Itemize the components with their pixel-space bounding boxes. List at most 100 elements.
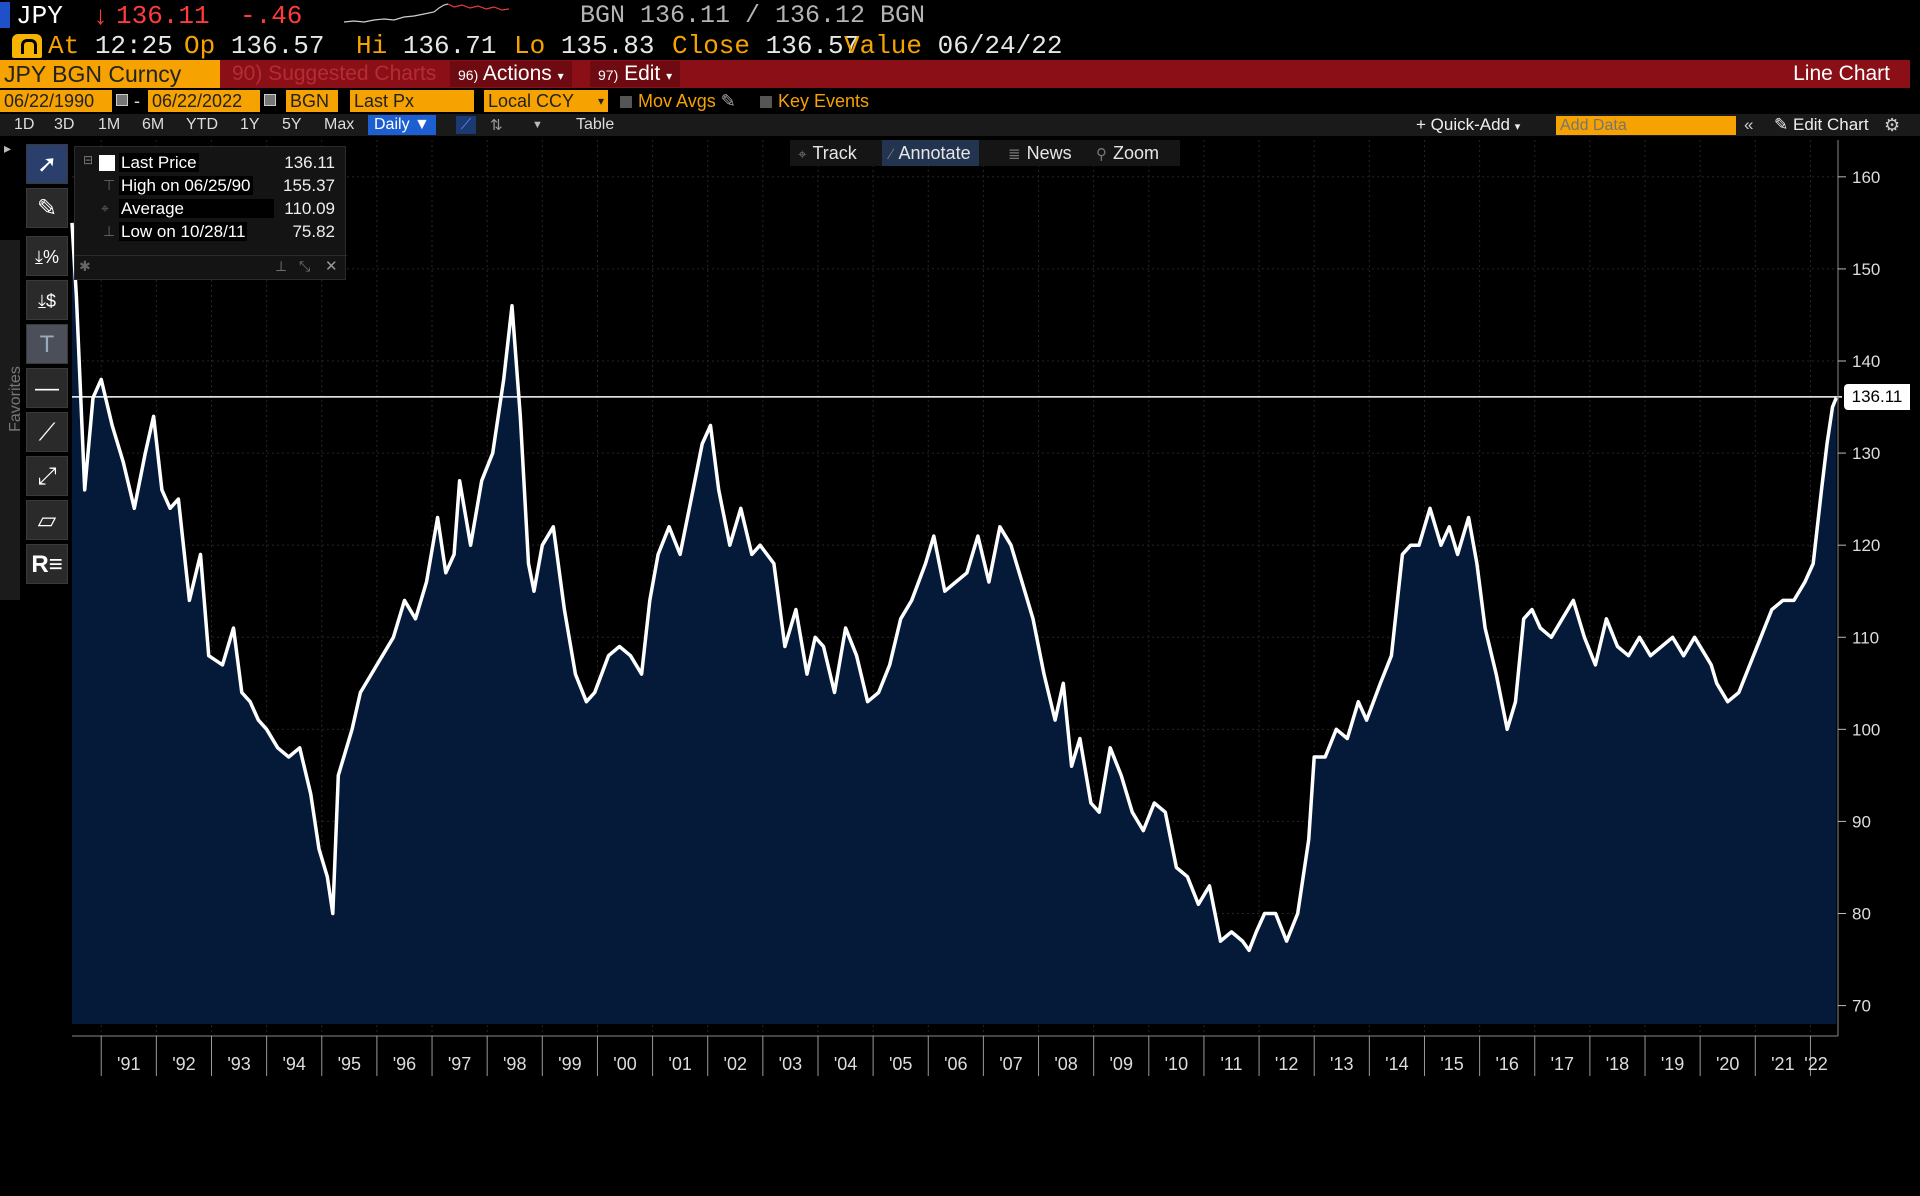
chart-legend[interactable]: ⊟ Last Price 136.11 High on 06/25/90 155.3… <box>74 146 347 280</box>
range-1y[interactable]: 1Y <box>240 116 260 133</box>
annotate-button[interactable]: ∕ Annotate <box>882 140 979 166</box>
ray-line-icon[interactable]: ⤢ <box>26 456 68 496</box>
calendar-icon[interactable] <box>116 94 128 106</box>
track-label: Track <box>812 143 857 163</box>
low-field: Lo 135.83 <box>514 31 654 61</box>
x-tick-label: '01 <box>668 1054 691 1074</box>
range-5y[interactable]: 5Y <box>282 116 302 133</box>
y-tick-label: 120 <box>1852 536 1880 555</box>
collapse-toggle-icon[interactable]: ⊟ <box>83 153 94 167</box>
x-tick-label: '91 <box>117 1054 140 1074</box>
y-tick-label: 150 <box>1852 260 1880 279</box>
text-tool-icon[interactable]: T <box>26 324 68 364</box>
price-change: -.46 <box>240 1 303 31</box>
at-label: At <box>48 31 80 61</box>
x-tick-label: '94 <box>282 1054 305 1074</box>
quote-detail-line: At 12:25 Op 136.57 Hi 136.71 Lo 135.83 C… <box>0 30 1920 61</box>
pencil-icon[interactable]: ✎ <box>720 91 736 111</box>
news-icon: ≣ <box>1008 146 1021 163</box>
magnifier-icon: ⚲ <box>1096 146 1107 163</box>
calendar-icon[interactable] <box>264 94 276 106</box>
high-label: Hi <box>356 31 388 61</box>
frequency-dropdown[interactable]: Daily ▼ <box>368 115 436 135</box>
series-color-swatch[interactable] <box>99 155 115 171</box>
currency-selector[interactable]: Local CCY ▾ <box>484 90 608 112</box>
caret-down-icon[interactable]: ▼ <box>532 119 543 131</box>
percent-change-icon[interactable]: ⤓% <box>26 236 68 276</box>
range-max[interactable]: Max <box>324 116 355 133</box>
x-tick-label: '14 <box>1385 1054 1408 1074</box>
range-1d[interactable]: 1D <box>14 116 35 133</box>
resize-icon[interactable]: ⤡ <box>299 258 311 274</box>
intraday-sparkline <box>344 3 510 23</box>
dollar-change-icon[interactable]: ⤓$ <box>26 280 68 320</box>
security-field[interactable]: JPY BGN Curncy <box>0 60 220 88</box>
legend-last-price: Last Price 136.11 <box>119 153 345 173</box>
quick-add-button[interactable]: + Quick-Add ▾ <box>1416 114 1520 136</box>
x-tick-label: '15 <box>1440 1054 1463 1074</box>
start-date-field[interactable]: 06/22/1990 <box>0 90 128 112</box>
favorites-label[interactable]: Favorites <box>7 366 24 432</box>
table-button[interactable]: Table <box>576 116 615 133</box>
last-price-tag: 136.11 <box>1844 383 1910 410</box>
retracement-icon[interactable]: R≡ <box>26 544 68 584</box>
range-toolbar: 1D 3D 1M 6M YTD 1Y 5Y Max Daily ▼ ⟋ ⇅ ▼ … <box>0 114 1920 136</box>
key-events-toggle[interactable]: Key Events <box>760 90 869 112</box>
expand-arrow-icon[interactable]: ▸ <box>4 140 12 156</box>
x-tick-label: '19 <box>1661 1054 1684 1074</box>
pin-icon[interactable]: ⊥ <box>275 258 288 274</box>
price-chart[interactable]: 70 80 90 100 110 120 130 140 150 160 '91 '92 '93 '94… <box>0 136 1920 1196</box>
news-button[interactable]: ≣ News <box>1008 140 1072 166</box>
range-3d[interactable]: 3D <box>54 116 75 133</box>
ticker-symbol[interactable]: JPY <box>16 1 63 31</box>
x-tick-label: '93 <box>227 1054 250 1074</box>
mov-avgs-toggle[interactable]: Mov Avgs ✎ <box>620 90 736 112</box>
edit-chart-button[interactable]: ✎ Edit Chart <box>1774 114 1869 136</box>
actions-menu[interactable]: 96) Actions ▾ <box>450 61 572 87</box>
pointer-icon[interactable]: ➚ <box>26 144 68 184</box>
y-tick-label: 70 <box>1852 997 1871 1016</box>
currency-value: Local CCY <box>488 91 575 111</box>
source-field[interactable]: BGN <box>286 90 338 112</box>
horizontal-line-icon[interactable]: — <box>26 368 68 408</box>
zoom-button[interactable]: ⚲ Zoom <box>1096 140 1159 166</box>
checkbox-icon <box>620 96 632 108</box>
checkbox-icon <box>760 96 772 108</box>
range-1m[interactable]: 1M <box>98 116 121 133</box>
sort-icon[interactable]: ⇅ <box>490 117 503 134</box>
pen-icon[interactable]: ✎ <box>26 188 68 228</box>
caret-down-icon: ▾ <box>597 94 604 108</box>
crosshair-icon: ⌖ <box>798 146 807 163</box>
x-tick-label: '13 <box>1330 1054 1353 1074</box>
favorites-strip[interactable] <box>0 240 20 600</box>
field-selector[interactable]: Last Px <box>350 90 474 112</box>
end-date-field[interactable]: 06/22/2022 <box>148 90 276 112</box>
collapse-icon[interactable]: « <box>1744 115 1754 134</box>
channel-icon[interactable]: ▱ <box>26 500 68 540</box>
edit-menu[interactable]: 97) Edit ▾ <box>590 61 681 87</box>
suggested-charts-button[interactable]: 90) Suggested Charts <box>232 62 437 85</box>
range-ytd[interactable]: YTD <box>186 116 218 133</box>
legend-high-label: High on 06/25/90 <box>119 176 253 195</box>
close-icon[interactable]: ✕ <box>325 258 338 275</box>
value-date-field: Value 06/24/22 <box>844 31 1062 61</box>
x-tick-label: '04 <box>834 1054 857 1074</box>
actions-number: 96) <box>458 67 479 83</box>
gear-icon[interactable]: ✱ <box>79 258 91 274</box>
legend-average-label: Average <box>119 199 275 218</box>
legend-high-value: 155.37 <box>283 176 335 195</box>
chart-type-label: Line Chart <box>1793 62 1890 85</box>
x-tick-label: '96 <box>393 1054 416 1074</box>
pencil-icon: ∕ <box>890 146 893 163</box>
gear-icon[interactable]: ⚙ <box>1884 115 1901 135</box>
edit-label: Edit <box>624 62 661 85</box>
track-button[interactable]: ⌖ Track <box>798 140 857 166</box>
range-6m[interactable]: 6M <box>142 116 165 133</box>
low-value: 135.83 <box>560 31 655 61</box>
high-value: 136.71 <box>402 31 497 61</box>
trend-line-icon[interactable]: ⟋ <box>26 412 68 452</box>
line-chart-icon[interactable]: ⟋ <box>456 116 476 134</box>
add-data-input[interactable] <box>1556 116 1736 135</box>
frequency-value: Daily <box>374 116 410 133</box>
parameter-row: 06/22/1990 - 06/22/2022 BGN Last Px Loca… <box>0 90 1920 114</box>
